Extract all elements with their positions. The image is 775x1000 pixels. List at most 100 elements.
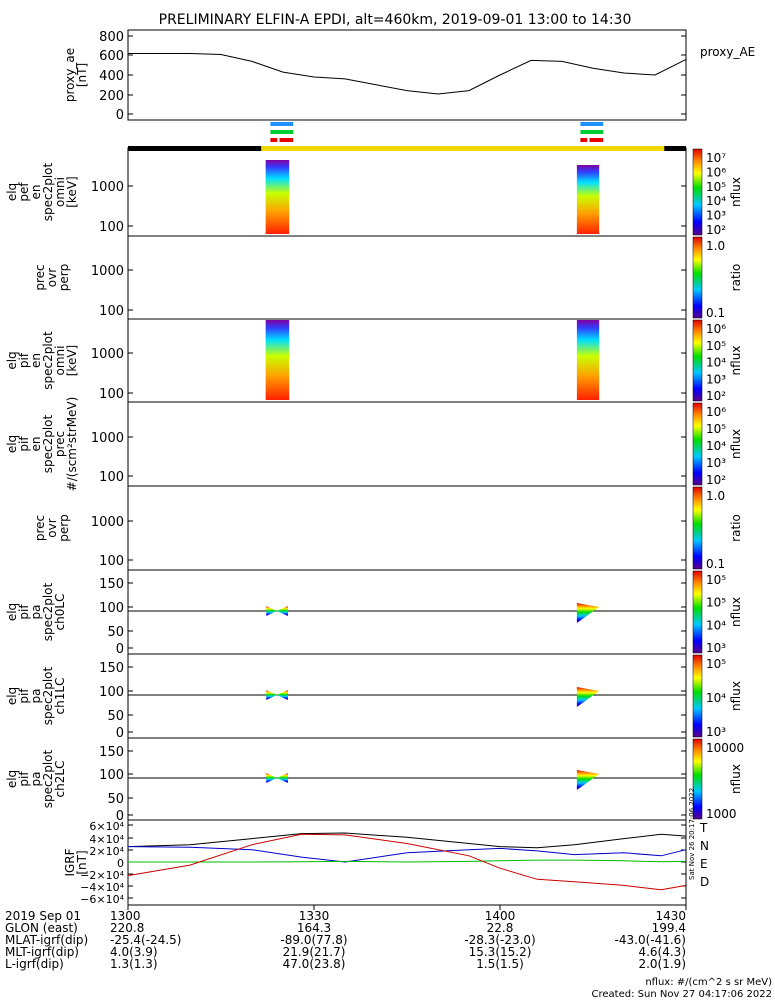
colorbar bbox=[692, 402, 703, 486]
y-tick-label: 150 bbox=[99, 577, 124, 592]
colorbar bbox=[692, 654, 703, 738]
colorbar-tick-label: 1.0 bbox=[706, 239, 725, 253]
sidebar-stamp: Sat Nov 26 20:17:06 2022 bbox=[688, 788, 696, 880]
zone-bar-green bbox=[270, 130, 294, 134]
colorbar-tick-label: 10⁷ bbox=[706, 151, 726, 165]
zone-bar-blue bbox=[580, 122, 604, 126]
time-axis-mlt: 15.3(15.2) bbox=[469, 945, 532, 959]
y-axis-label: pef bbox=[17, 182, 31, 202]
colorbar-tick-label: 10⁵ bbox=[706, 657, 726, 671]
y-tick-label: 100 bbox=[99, 685, 124, 700]
pa-blob-2 bbox=[576, 687, 600, 707]
pa-blob-2 bbox=[576, 603, 600, 623]
colorbar-tick-label: 10⁶ bbox=[706, 322, 726, 336]
pif-spectrum-1 bbox=[265, 320, 290, 400]
time-axis-mlat: -89.0(77.8) bbox=[280, 933, 347, 947]
y-tick-label: −2×10⁴ bbox=[80, 869, 124, 882]
y-axis-label: #/(scm²strMeV) bbox=[65, 397, 79, 492]
time-axis-mlt: 21.9(21.7) bbox=[283, 945, 346, 959]
time-axis-time: 1430 bbox=[655, 909, 686, 923]
y-tick-label: 0 bbox=[117, 857, 124, 870]
legend-D: D bbox=[700, 875, 709, 889]
y-tick-label: 100 bbox=[99, 554, 124, 569]
status-bar-yellow bbox=[261, 146, 665, 151]
colorbar-tick-label: 10² bbox=[706, 473, 726, 487]
y-axis-label: pif bbox=[17, 352, 31, 368]
panel-frame bbox=[127, 737, 687, 821]
igrf-line-D bbox=[127, 833, 687, 891]
time-axis-mlt: 4.6(4.3) bbox=[638, 945, 686, 959]
colorbar-label: nflux bbox=[729, 346, 743, 376]
y-axis-label: ch1LC bbox=[53, 678, 67, 715]
pef-spectrum-2 bbox=[576, 165, 600, 234]
y-axis-label: spec2plot bbox=[41, 162, 55, 221]
y-tick-label: 4×10⁴ bbox=[89, 833, 124, 846]
y-tick-label: 1000 bbox=[91, 515, 124, 530]
colorbar-tick-label: 10³ bbox=[706, 725, 726, 739]
y-axis-label: pa bbox=[29, 689, 43, 704]
y-tick-label: 1000 bbox=[91, 347, 124, 362]
colorbar-tick-label: 10³ bbox=[706, 456, 726, 470]
colorbar bbox=[692, 570, 703, 654]
y-axis-label: [nT] bbox=[75, 850, 89, 874]
y-tick-label: 150 bbox=[99, 661, 124, 676]
time-axis-time: 1400 bbox=[485, 909, 516, 923]
colorbar-label: nflux bbox=[729, 764, 743, 794]
colorbar bbox=[692, 319, 703, 402]
y-tick-label: 200 bbox=[99, 89, 124, 104]
plot-title: PRELIMINARY ELFIN-A EPDI, alt=460km, 201… bbox=[159, 12, 632, 28]
y-axis-label: en bbox=[29, 185, 43, 200]
zone-bar-blue bbox=[270, 122, 294, 126]
colorbar-label: nflux bbox=[729, 177, 743, 207]
colorbar-tick-label: 10² bbox=[706, 223, 726, 237]
igrf-line-N bbox=[127, 846, 687, 863]
y-axis-label: pa bbox=[29, 605, 43, 620]
y-axis-label: elq bbox=[5, 603, 19, 621]
right-label: proxy_AE bbox=[700, 45, 755, 59]
y-axis-label: omni bbox=[53, 177, 67, 207]
status-bar-black bbox=[664, 146, 686, 151]
colorbar-tick-label: 10⁵ bbox=[706, 573, 726, 587]
time-axis-row-label: MLAT-igrf(dip) bbox=[5, 933, 88, 947]
y-tick-label: 2×10⁴ bbox=[89, 845, 124, 858]
colorbar-tick-label: 10⁶ bbox=[706, 165, 726, 179]
pa-blob-1 bbox=[266, 773, 288, 783]
y-tick-label: 100 bbox=[99, 220, 124, 235]
time-axis-time: 1300 bbox=[110, 909, 141, 923]
y-tick-label: 0 bbox=[116, 809, 124, 824]
y-tick-label: 400 bbox=[99, 69, 124, 84]
y-axis-label: ch0LC bbox=[53, 594, 67, 631]
y-axis-label: omni bbox=[53, 346, 67, 376]
y-axis-label: prec bbox=[53, 431, 67, 457]
y-tick-label: 1000 bbox=[91, 431, 124, 446]
zone-bar-green bbox=[580, 130, 604, 134]
colorbar-tick-label: 10⁵ bbox=[706, 180, 726, 194]
time-axis-mlat: -43.0(-41.6) bbox=[615, 933, 686, 947]
time-axis-glon: 220.8 bbox=[110, 921, 144, 935]
colorbar-label: nflux bbox=[729, 597, 743, 627]
pa-blob-1 bbox=[266, 690, 288, 700]
igrf-line-E bbox=[128, 859, 687, 863]
y-axis-label: prec bbox=[33, 264, 47, 290]
panel-frame bbox=[127, 485, 687, 571]
y-axis-label: elq bbox=[5, 435, 19, 453]
status-bar-black bbox=[128, 146, 262, 151]
time-axis-row-label: 2019 Sep 01 bbox=[5, 909, 81, 923]
y-tick-label: 50 bbox=[107, 792, 124, 807]
colorbar-tick-label: 10³ bbox=[706, 209, 726, 223]
legend-E: E bbox=[700, 857, 708, 871]
pif-spectrum-2 bbox=[576, 320, 600, 400]
y-tick-label: 100 bbox=[99, 470, 124, 485]
y-axis-label: pa bbox=[29, 772, 43, 787]
colorbar-tick-label: 10⁵ bbox=[706, 596, 726, 610]
panel-proxy_ae: 800 600 400 200 0 proxy_ae[nT] proxy_AE bbox=[63, 29, 755, 123]
proxy-ae-line bbox=[128, 53, 687, 95]
colorbar-tick-label: 0.1 bbox=[706, 306, 725, 320]
y-tick-label: 0 bbox=[116, 642, 124, 657]
colorbar-tick-label: 10⁵ bbox=[706, 339, 726, 353]
colorbar-label: nflux bbox=[729, 429, 743, 459]
y-tick-label: 1000 bbox=[91, 264, 124, 279]
